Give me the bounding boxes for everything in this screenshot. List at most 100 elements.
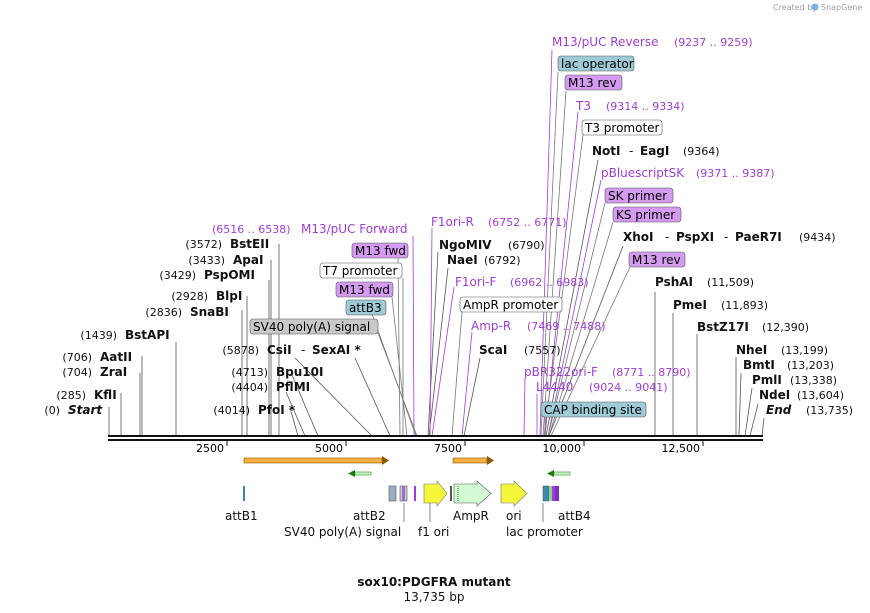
enzyme-name: NheI: [736, 343, 767, 357]
enzyme-name: End: [766, 403, 792, 417]
primer-pos: (9371 .. 9387): [696, 167, 775, 180]
box-label: SK primer: [608, 189, 667, 203]
feature-label: attB2: [353, 509, 386, 523]
enzyme-pos: (3429): [159, 269, 196, 282]
snapgene-logo-icon: [811, 3, 819, 11]
enzyme-name: NgoMIV: [439, 238, 492, 252]
primer-pos: (9237 .. 9259): [674, 36, 753, 49]
sequence-backbone: [108, 435, 763, 441]
box-label: SV40 poly(A) signal: [253, 320, 370, 334]
f1-ori-arrow: [423, 480, 448, 507]
primer-labels: M13/pUC Reverse (9237 .. 9259) T3 (9314 …: [212, 35, 775, 394]
enzyme-pos: (704): [62, 366, 92, 379]
enzyme-name: BstEII: [230, 237, 269, 251]
box-label: M13 rev: [568, 76, 617, 90]
enzyme-pos: (4014): [213, 404, 250, 417]
feature-label-group: attB1 attB2 SV40 poly(A) signal f1 ori A…: [225, 509, 591, 539]
enzyme-pos: (2928): [171, 290, 208, 303]
feature-leader-lines: [371, 71, 631, 437]
enzyme-name: EagI: [640, 144, 669, 158]
ampr-arrow: [453, 480, 492, 507]
map-title: sox10:PDGFRA mutant: [357, 575, 511, 589]
enzyme-name: AatII: [100, 350, 132, 364]
tick-label: 12,500: [662, 442, 701, 455]
brand-text: SnapGene: [821, 3, 862, 12]
enzyme-pos: (11,509): [707, 276, 754, 289]
box-label: M13 fwd: [355, 244, 406, 258]
center-enzymes: NgoMIV (6790) NaeI (6792) ScaI (7557): [439, 238, 561, 357]
enzyme-pos: (0): [44, 404, 60, 417]
enzyme-pos: (3572): [185, 238, 222, 251]
box-label: CAP binding site: [544, 403, 642, 417]
enzyme-pos: (1439): [80, 329, 117, 342]
boxed-labels: lac operator M13 rev T3 promoter SK prim…: [249, 55, 686, 418]
enzyme-name: PfoI *: [258, 403, 296, 417]
enzyme-pos: (13,338): [790, 374, 837, 387]
box-label: AmpR promoter: [463, 298, 558, 312]
primer-name: pBluescriptSK: [601, 166, 685, 180]
enzyme-name: NdeI: [759, 388, 790, 402]
feature-label: SV40 poly(A) signal: [284, 525, 401, 539]
primer-pos: (9024 .. 9041): [589, 381, 668, 394]
enzyme-pos: (13,604): [797, 389, 844, 402]
primer-pos: (6752 .. 6771): [488, 216, 567, 229]
enzyme-pos: (4404): [231, 381, 268, 394]
enzyme-pos: (13,735): [806, 404, 853, 417]
box-label: T3 promoter: [584, 121, 660, 135]
enzyme-name: Start: [68, 403, 103, 417]
tick-label: 5000: [315, 442, 343, 455]
enzyme-name: ApaI: [233, 253, 263, 267]
ori-arrow: [500, 480, 528, 507]
primer-name: T3: [575, 99, 591, 113]
box-label: KS primer: [616, 208, 675, 222]
orange-arrow: [243, 457, 383, 464]
feature-label: AmpR: [453, 509, 489, 523]
feature-label: attB4: [558, 509, 591, 523]
enzyme-name: BmtI: [743, 358, 775, 372]
enzyme-name: BstAPI: [125, 328, 170, 342]
enzyme-pos: (9434): [799, 231, 836, 244]
enzyme-name: PaeR7I: [735, 230, 782, 244]
enzyme-name: PmeI: [673, 298, 707, 312]
map-length: 13,735 bp: [403, 590, 464, 604]
created-by-text: Created by: [773, 3, 817, 12]
attb1-mark: [243, 486, 245, 501]
enzyme-name: SexAI *: [312, 343, 361, 357]
enzyme-name: ZraI: [100, 365, 127, 379]
tick-label: 10,000: [543, 442, 582, 455]
enzyme-pos: (706): [62, 351, 92, 364]
svg-text:-: -: [301, 343, 305, 357]
enzyme-name: Bpu10I: [276, 365, 323, 379]
enzyme-name: PmlI: [752, 373, 782, 387]
enzyme-pos: (5878): [222, 344, 259, 357]
feature-label: f1 ori: [418, 525, 449, 539]
enzyme-name: KflI: [94, 388, 117, 402]
box-label: attB3: [349, 301, 382, 315]
right-enzymes: NotI - EagI (9364) XhoI - PspXI - PaeR7I…: [592, 144, 853, 417]
primer-pos: (8771 .. 8790): [612, 366, 691, 379]
primer-pos: (6516 .. 6538): [212, 223, 291, 236]
feature-label: ori: [506, 509, 522, 523]
enzyme-pos: (12,390): [762, 321, 809, 334]
box-label: M13 fwd: [339, 283, 390, 297]
enzyme-leader-lines: [108, 159, 765, 437]
enzyme-pos: (285): [56, 389, 86, 402]
primer-name: F1ori-R: [431, 215, 474, 229]
enzyme-pos: (6790): [508, 239, 545, 252]
enzyme-pos: (4713): [231, 366, 268, 379]
enzyme-name: NaeI: [447, 253, 478, 267]
enzyme-name: SnaBI: [190, 305, 229, 319]
primer-pos: (9314 .. 9334): [606, 100, 685, 113]
enzyme-pos: (13,203): [787, 359, 834, 372]
left-enzymes: (0) Start (285) KflI (704) ZraI (706) Aa…: [44, 237, 269, 417]
enzyme-name: PspOMI: [204, 268, 255, 282]
enzyme-name: PspXI: [676, 230, 714, 244]
box-label: lac operator: [561, 57, 634, 71]
tick-label: 2500: [196, 442, 224, 455]
svg-text:-: -: [629, 144, 633, 158]
enzyme-name: XhoI: [623, 230, 654, 244]
feature-label: attB1: [225, 509, 258, 523]
primer-leader-lines: [412, 49, 602, 437]
